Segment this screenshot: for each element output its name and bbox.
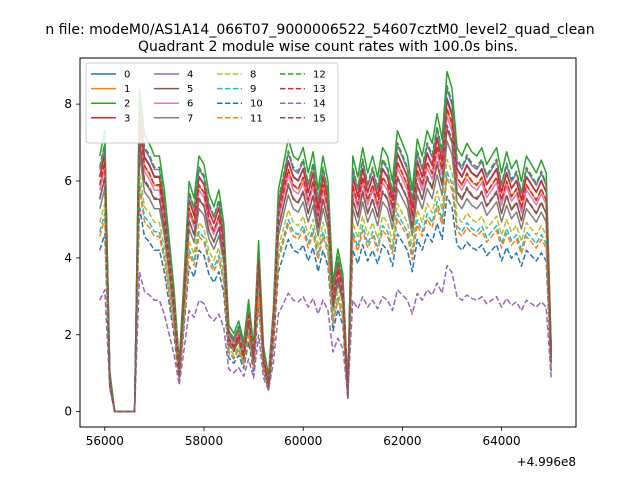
legend-label-5: 5 bbox=[187, 84, 193, 95]
series-line-15 bbox=[99, 124, 552, 413]
chart-title: Quadrant 2 module wise count rates with … bbox=[138, 39, 518, 55]
legend-label-13: 13 bbox=[313, 84, 326, 95]
legend-label-6: 6 bbox=[187, 99, 193, 110]
legend-label-8: 8 bbox=[250, 70, 256, 81]
series-layer bbox=[99, 70, 552, 413]
x-offset-label: +4.996e8 bbox=[517, 455, 576, 469]
y-axis: 0 2 4 6 8 bbox=[64, 97, 80, 419]
legend-label-0: 0 bbox=[124, 70, 130, 81]
legend-box bbox=[85, 62, 339, 144]
y-tick-label: 6 bbox=[64, 174, 72, 188]
series-line-14 bbox=[99, 264, 552, 413]
x-tick-label: 60000 bbox=[284, 434, 322, 448]
legend-label-14: 14 bbox=[313, 99, 326, 110]
x-axis: 56000 58000 60000 62000 64000 bbox=[86, 427, 521, 448]
series-line-10 bbox=[99, 195, 552, 413]
legend-label-1: 1 bbox=[124, 84, 130, 95]
figure-suptitle: n file: modeM0/AS1A14_066T07_9000006522_… bbox=[45, 22, 594, 38]
legend-label-11: 11 bbox=[250, 113, 263, 124]
plot-frame bbox=[79, 57, 577, 428]
y-tick-label: 0 bbox=[64, 405, 72, 419]
legend-label-9: 9 bbox=[250, 84, 256, 95]
legend-label-10: 10 bbox=[250, 99, 263, 110]
y-tick-label: 8 bbox=[64, 97, 72, 111]
legend-label-7: 7 bbox=[187, 113, 193, 124]
series-line-11 bbox=[99, 177, 552, 413]
legend-label-15: 15 bbox=[313, 113, 326, 124]
legend-label-2: 2 bbox=[124, 99, 130, 110]
y-tick-label: 4 bbox=[64, 251, 72, 265]
y-tick-label: 2 bbox=[64, 328, 72, 342]
x-tick-label: 64000 bbox=[483, 434, 521, 448]
legend-label-3: 3 bbox=[124, 113, 130, 124]
x-tick-label: 62000 bbox=[383, 434, 421, 448]
legend-label-12: 12 bbox=[313, 70, 326, 81]
x-tick-label: 58000 bbox=[185, 434, 223, 448]
x-tick-label: 56000 bbox=[86, 434, 124, 448]
legend-label-4: 4 bbox=[187, 70, 193, 81]
